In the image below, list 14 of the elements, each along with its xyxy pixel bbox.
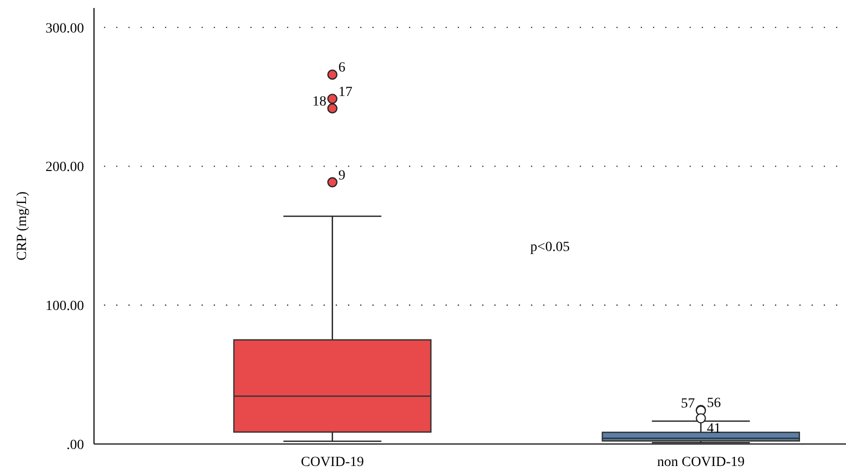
annotation: 18	[312, 94, 326, 110]
x-tick-label: COVID-19	[300, 455, 364, 470]
annotation: 6	[338, 60, 346, 76]
annotation: 57	[680, 396, 695, 412]
annotation: 17	[338, 84, 352, 100]
annotation: 9	[338, 168, 346, 184]
annotation: 56	[706, 396, 721, 411]
y-tick-label: 100.00	[46, 299, 84, 314]
y-axis-title: CRP (mg/L)	[15, 191, 30, 261]
annotation: p<0.05	[530, 240, 570, 255]
y-tick-label: .00	[66, 438, 84, 453]
x-tick-label: non COVID-19	[657, 455, 745, 470]
y-tick-label: 300.00	[46, 21, 84, 36]
y-tick-label: 200.00	[46, 160, 84, 176]
